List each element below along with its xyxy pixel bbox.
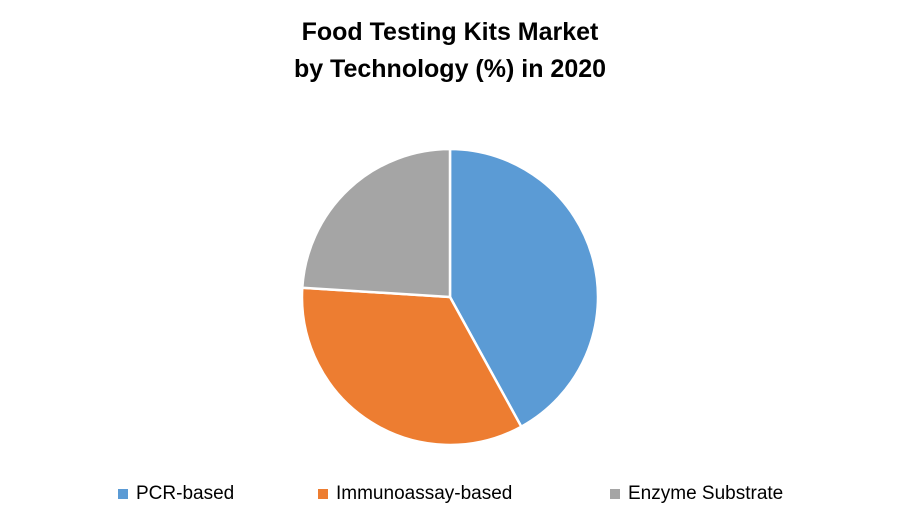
legend-swatch-icon: [318, 489, 328, 499]
pie-slice-immunoassay-based: [300, 286, 523, 447]
legend-label: Immunoassay-based: [336, 483, 513, 504]
chart-title-line1: Food Testing Kits Market: [301, 18, 599, 46]
legend-label: PCR-based: [136, 483, 235, 504]
chart-title: Food Testing Kits Market by Technology (…: [0, 14, 900, 88]
legend-item-pcr-based: PCR-based: [118, 481, 234, 507]
pie-slice-enzyme-substrate: [301, 147, 452, 299]
legend-swatch-icon: [118, 489, 128, 499]
legend-item-immunoassay-based: Immunoassay-based: [318, 481, 512, 507]
pie-chart: [300, 147, 600, 447]
chart-title-line2: by Technology (%) in 2020: [293, 55, 607, 83]
chart-legend: PCR-based Immunoassay-based Enzyme Substra…: [0, 481, 900, 507]
legend-label: Enzyme Substrate: [628, 483, 784, 504]
legend-swatch-icon: [610, 489, 620, 499]
legend-item-enzyme-substrate: Enzyme Substrate: [610, 481, 783, 507]
pie-slice-pcr-based: [448, 147, 600, 428]
